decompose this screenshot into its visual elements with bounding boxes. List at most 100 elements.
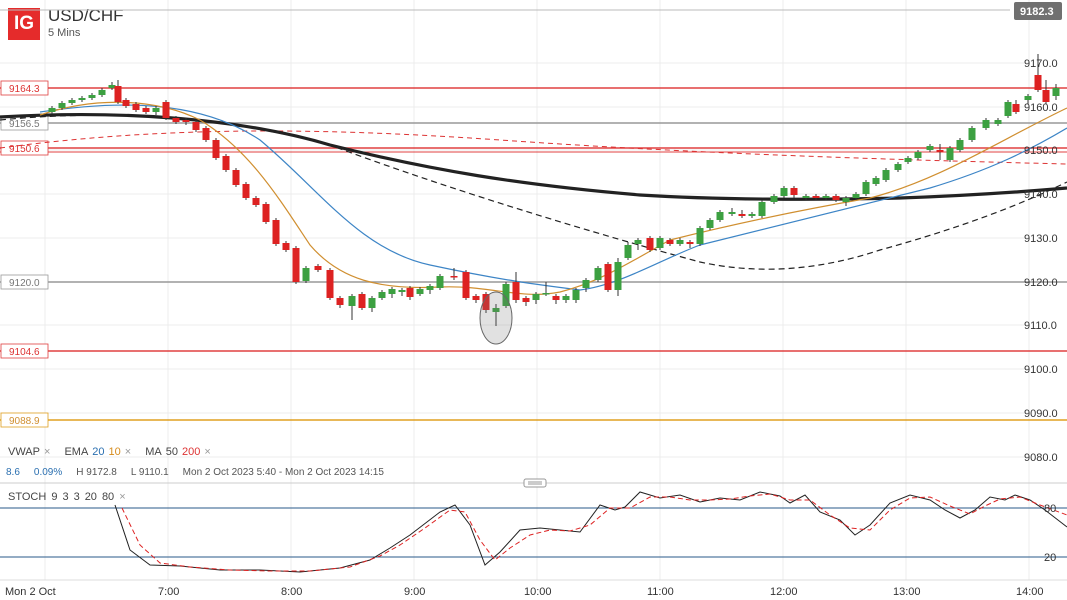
stoch-label[interactable]: STOCH [8,491,47,503]
candle-down[interactable] [336,298,344,305]
candle-up[interactable] [594,268,602,280]
candle-down[interactable] [212,140,220,158]
candle-down[interactable] [262,204,270,222]
candle-down[interactable] [222,156,230,170]
candle-up[interactable] [68,100,76,103]
candle-up[interactable] [532,294,540,300]
candle-up[interactable] [770,196,778,202]
stoch-close-icon[interactable]: × [119,491,126,503]
candle-down[interactable] [314,266,322,270]
candle-down[interactable] [604,264,612,290]
candle-up[interactable] [852,194,860,198]
candle-up[interactable] [348,296,356,306]
candle-up[interactable] [152,108,160,112]
candle-down[interactable] [1042,90,1050,102]
candle-up[interactable] [436,276,444,288]
candle-up[interactable] [58,103,66,108]
candle-up[interactable] [416,289,424,294]
candle-down[interactable] [252,198,260,205]
candle-up[interactable] [802,196,810,198]
candle-up[interactable] [882,170,890,180]
candle-down[interactable] [812,196,820,198]
candle-up[interactable] [1004,102,1012,116]
candle-up[interactable] [302,268,310,281]
candle-up[interactable] [656,238,664,248]
vwap-label[interactable]: VWAP [8,446,40,458]
candle-up[interactable] [88,95,96,98]
candle-up[interactable] [378,292,386,298]
level-lines[interactable] [0,87,1067,421]
candle-down[interactable] [472,296,480,300]
ma-label[interactable]: MA [145,446,162,458]
candle-up[interactable] [388,289,396,294]
candle-down[interactable] [192,122,200,130]
candle-up[interactable] [926,146,934,150]
candle-down[interactable] [132,104,140,110]
vwap-close-icon[interactable]: × [44,446,51,458]
candle-down[interactable] [282,243,290,250]
candle-down[interactable] [202,128,210,140]
candle-up[interactable] [862,182,870,194]
candle-down[interactable] [1034,75,1042,90]
candle-up[interactable] [634,240,642,244]
candle-up[interactable] [872,178,880,184]
candle-down[interactable] [738,214,746,216]
candle-down[interactable] [512,282,520,300]
candle-up[interactable] [572,290,580,300]
candle-up[interactable] [426,286,434,290]
candle-up[interactable] [758,202,766,216]
candle-down[interactable] [292,248,300,282]
candle-up[interactable] [502,284,510,306]
candle-up[interactable] [108,85,116,88]
candle-down[interactable] [272,220,280,244]
candle-up[interactable] [368,298,376,308]
candle-up[interactable] [614,262,622,290]
candle-down[interactable] [646,238,654,250]
candle-up[interactable] [982,120,990,128]
candle-up[interactable] [748,214,756,216]
ema-close-icon[interactable]: × [124,446,132,458]
candle-down[interactable] [358,294,366,308]
candle-down[interactable] [552,296,560,300]
candle-down[interactable] [182,120,190,122]
candle-up[interactable] [696,228,704,244]
candle-down[interactable] [1012,104,1020,112]
ema-label[interactable]: EMA [64,446,89,458]
candle-up[interactable] [1052,88,1060,96]
candle-down[interactable] [162,102,170,118]
candle-down[interactable] [936,150,944,152]
candle-up[interactable] [98,90,106,95]
candle-up[interactable] [492,308,500,312]
candle-down[interactable] [666,240,674,244]
candle-up[interactable] [822,196,830,198]
candle-up[interactable] [968,128,976,140]
candle-down[interactable] [686,242,694,244]
ma-close-icon[interactable]: × [204,446,211,458]
candle-down[interactable] [122,100,130,106]
candle-up[interactable] [728,212,736,214]
candle-up[interactable] [542,293,550,295]
candle-up[interactable] [914,152,922,158]
candle-down[interactable] [450,276,458,278]
candle-up[interactable] [1024,96,1032,100]
highlight-ellipse[interactable] [479,291,513,345]
candle-down[interactable] [462,272,470,298]
candle-down[interactable] [326,270,334,298]
candle-down[interactable] [172,118,180,122]
candle-up[interactable] [398,290,406,292]
candle-up[interactable] [676,240,684,244]
candle-up[interactable] [904,158,912,162]
candle-up[interactable] [706,220,714,228]
candle-down[interactable] [790,188,798,195]
candle-down[interactable] [142,108,150,112]
candle-down[interactable] [242,184,250,198]
candle-down[interactable] [832,196,840,200]
candle-up[interactable] [946,148,954,160]
candle-up[interactable] [956,140,964,150]
candlesticks[interactable] [48,54,1060,326]
candle-down[interactable] [114,86,122,102]
pane-resize-handle[interactable] [523,478,547,488]
candle-up[interactable] [78,98,86,100]
candle-up[interactable] [994,120,1002,124]
